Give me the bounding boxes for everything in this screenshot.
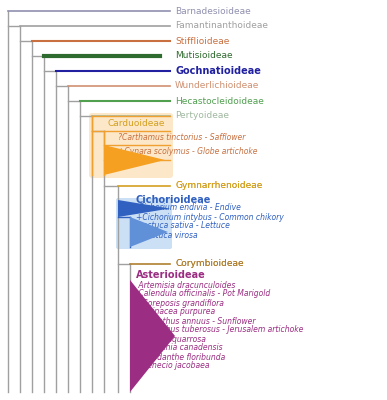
Text: +Rhodanthe floribunda: +Rhodanthe floribunda [136, 352, 225, 362]
Text: +Cichorium intybus - Common chikory: +Cichorium intybus - Common chikory [136, 212, 284, 222]
Text: Lactuca sativa - Lettuce: Lactuca sativa - Lettuce [136, 222, 230, 230]
Text: Asterioideae: Asterioideae [136, 270, 206, 280]
Text: +Liatris squarrosa: +Liatris squarrosa [136, 334, 206, 344]
Polygon shape [130, 217, 168, 247]
Text: Stifflioideae: Stifflioideae [175, 36, 229, 46]
Text: Gymnarrhenoideae: Gymnarrhenoideae [175, 182, 262, 190]
Text: Hecastocleidoideae: Hecastocleidoideae [175, 96, 264, 106]
Text: Calendula officinalis - Pot Marigold: Calendula officinalis - Pot Marigold [136, 290, 270, 298]
Text: Famantinanthoideae: Famantinanthoideae [175, 22, 268, 30]
Text: Gymnarrhenoideae: Gymnarrhenoideae [175, 182, 262, 190]
Text: Wunderlichioideae: Wunderlichioideae [175, 82, 259, 90]
Polygon shape [104, 145, 165, 175]
Text: Cichorioideae: Cichorioideae [136, 195, 211, 205]
FancyBboxPatch shape [116, 198, 172, 249]
Text: Pertyoideae: Pertyoideae [175, 112, 229, 120]
Text: Artemisia dracunculoides: Artemisia dracunculoides [136, 280, 235, 290]
Polygon shape [130, 280, 175, 392]
Text: +Cynara scolymus - Globe artichoke: +Cynara scolymus - Globe artichoke [118, 148, 257, 156]
Text: +Senecio jacobaea: +Senecio jacobaea [136, 362, 209, 370]
Text: +Polymnia canadensis: +Polymnia canadensis [136, 344, 223, 352]
Text: Carduoideae: Carduoideae [108, 118, 166, 128]
Text: Corymbioideae: Corymbioideae [175, 260, 244, 268]
Text: Echinacea purpurea: Echinacea purpurea [136, 308, 215, 316]
Polygon shape [118, 200, 170, 217]
Text: Helianthus annuus - Sunflower: Helianthus annuus - Sunflower [136, 316, 255, 326]
Text: +Lactuca virosa: +Lactuca virosa [136, 230, 198, 240]
Text: +Coreposis grandiflora: +Coreposis grandiflora [136, 298, 224, 308]
Text: Cichorium endivia - Endive: Cichorium endivia - Endive [136, 204, 241, 212]
Text: Corymbioideae: Corymbioideae [175, 260, 244, 268]
Text: Barnadesioideae: Barnadesioideae [175, 6, 251, 16]
Text: Mutisioideae: Mutisioideae [175, 52, 233, 60]
Text: Helianthus tuberosus - Jerusalem artichoke: Helianthus tuberosus - Jerusalem articho… [136, 326, 303, 334]
Text: Gochnatioideae: Gochnatioideae [175, 66, 261, 76]
Text: ?Carthamus tinctorius - Safflower: ?Carthamus tinctorius - Safflower [118, 134, 245, 142]
FancyBboxPatch shape [89, 113, 173, 178]
